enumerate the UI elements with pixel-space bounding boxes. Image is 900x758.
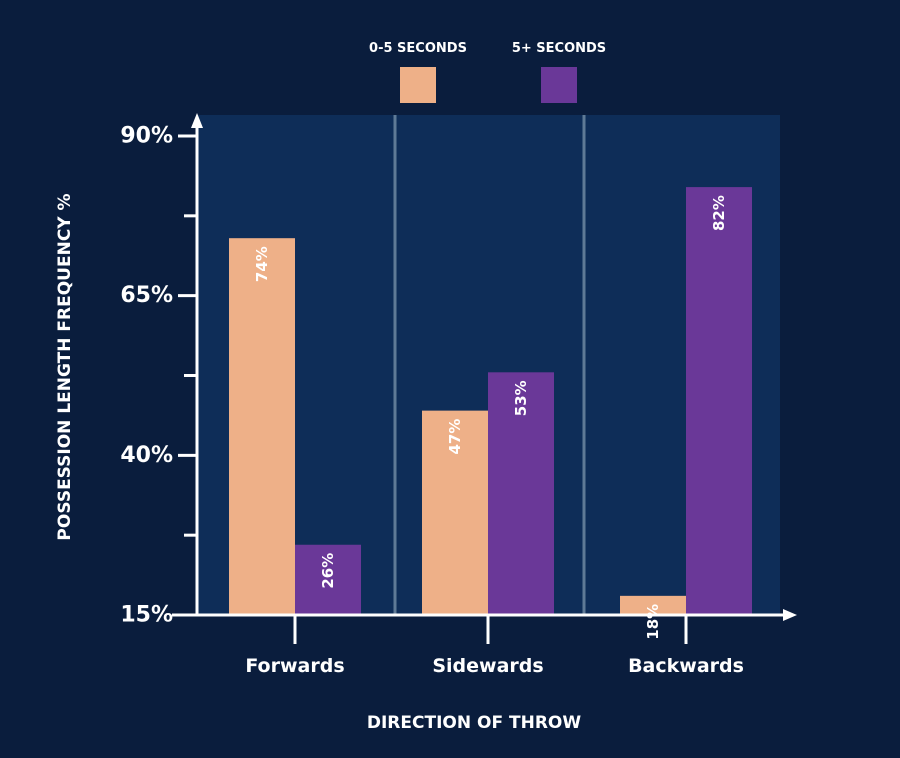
bar-labels-group: 74% 26% 47% 53% 18% 82% (253, 195, 728, 640)
bar-value-label: 26% (319, 553, 337, 589)
y-ticks-group: 15% 40% 65% 90% (120, 124, 197, 628)
bars-group (229, 187, 752, 616)
x-ticks-group: Forwards Sidewards Backwards (245, 615, 744, 677)
y-axis-arrow (191, 113, 203, 128)
category-dividers (393, 115, 586, 615)
x-tick-label: Forwards (245, 655, 344, 677)
x-tick-label: Sidewards (432, 655, 543, 677)
x-axis-title: DIRECTION OF THROW (367, 713, 581, 733)
legend-label-series-2: 5+ SECONDS (512, 41, 606, 56)
bar-value-label: 82% (710, 195, 728, 231)
y-tick-label: 90% (120, 124, 173, 149)
bar-sidewards-series-2 (488, 372, 554, 615)
bar-forwards-series-1 (229, 238, 295, 616)
bar-forwards-series-2 (295, 544, 361, 615)
y-tick-label: 40% (120, 443, 173, 468)
legend-label-series-1: 0-5 SECONDS (369, 41, 467, 56)
x-axis-arrow (783, 609, 797, 621)
bar-backwards-series-1 (620, 595, 686, 615)
bar-sidewards-series-1 (422, 410, 488, 615)
bar-backwards-series-2 (686, 187, 752, 616)
axes-group (172, 113, 797, 621)
legend-swatch-series-2 (541, 67, 577, 103)
x-tick-label: Backwards (628, 655, 744, 677)
y-tick-label: 65% (120, 283, 173, 308)
legend: 0-5 SECONDS 5+ SECONDS (369, 41, 606, 103)
bar-value-label: 53% (512, 380, 530, 416)
y-axis-title: POSSESSION LENGTH FREQUENCY % (55, 193, 75, 540)
bar-value-label: 74% (253, 246, 271, 282)
bar-value-label: 18% (644, 604, 662, 640)
y-tick-label: 15% (120, 603, 173, 628)
bar-value-label: 47% (446, 419, 464, 455)
legend-swatch-series-1 (400, 67, 436, 103)
